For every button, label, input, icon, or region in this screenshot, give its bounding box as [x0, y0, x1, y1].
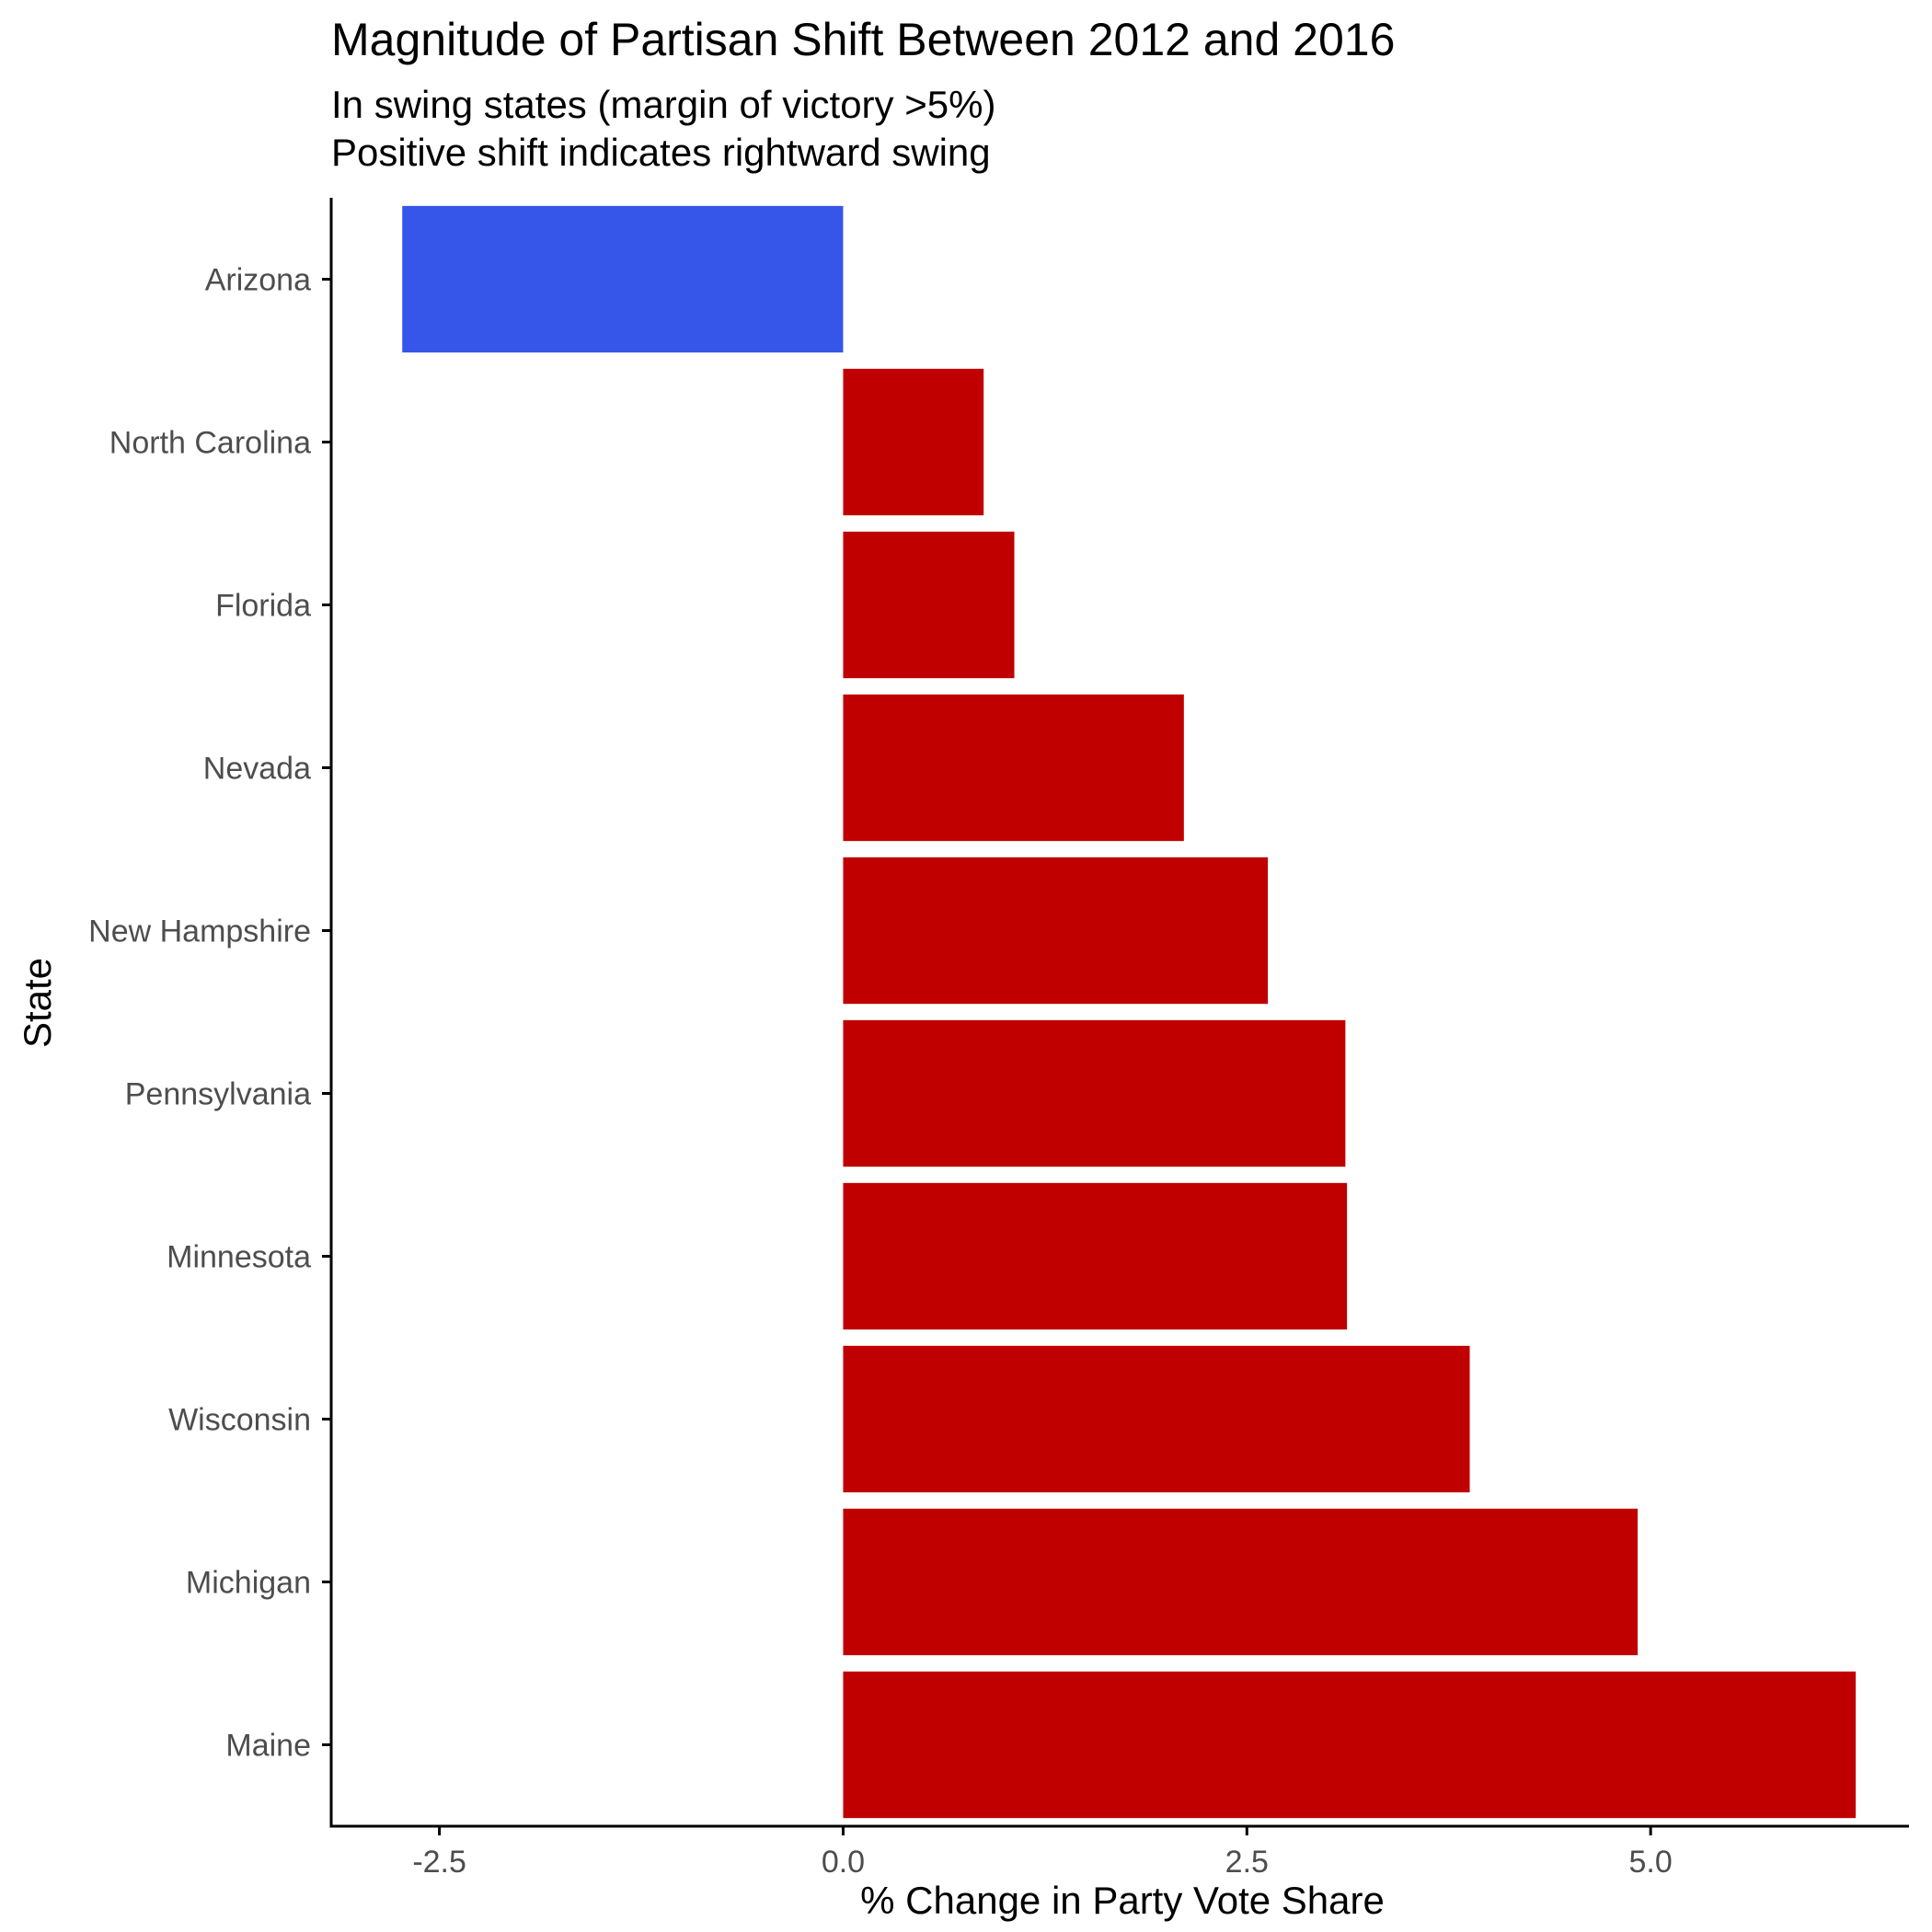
y-tick-label: Nevada	[203, 752, 311, 787]
bar-new-hampshire	[843, 857, 1269, 1005]
bar-north-carolina	[843, 368, 984, 516]
y-tick-label: Minnesota	[167, 1240, 311, 1275]
chart-title: Magnitude of Partisan Shift Between 2012…	[331, 14, 1395, 65]
bar-wisconsin	[843, 1345, 1470, 1493]
x-axis-ticks: -2.5 0.0 2.5 5.0	[412, 1826, 1673, 1880]
y-tick-label: Pennsylvania	[125, 1077, 311, 1112]
bar-nevada	[843, 694, 1184, 842]
bar-arizona	[402, 205, 844, 353]
x-tick-label: 5.0	[1629, 1845, 1673, 1880]
y-tick-label: North Carolina	[109, 426, 311, 461]
y-tick-label: Arizona	[205, 263, 311, 298]
x-tick-label: -2.5	[412, 1845, 466, 1880]
chart-subtitle-line-2: Positive shift indicates rightward swing	[331, 131, 991, 174]
y-tick-label: Florida	[215, 589, 311, 624]
y-tick-label: New Hampshire	[88, 914, 311, 949]
bar-maine	[843, 1671, 1857, 1819]
y-axis-ticks: Arizona North Carolina Florida Nevada New Ha…	[88, 263, 331, 1764]
y-tick-label: Maine	[225, 1729, 311, 1764]
x-tick-label: 2.5	[1225, 1845, 1269, 1880]
bar-michigan	[843, 1508, 1639, 1656]
x-axis-title: % Change in Party Vote Share	[860, 1879, 1385, 1922]
bars-layer	[402, 205, 1857, 1819]
bar-pennsylvania	[843, 1019, 1346, 1167]
y-tick-label: Michigan	[186, 1566, 311, 1601]
y-axis-title: State	[16, 958, 59, 1048]
y-tick-label: Wisconsin	[168, 1403, 311, 1438]
bar-florida	[843, 531, 1015, 679]
x-tick-label: 0.0	[822, 1845, 865, 1880]
chart-subtitle-line-1: In swing states (margin of victory >5%)	[331, 83, 995, 126]
bar-minnesota	[843, 1182, 1348, 1330]
